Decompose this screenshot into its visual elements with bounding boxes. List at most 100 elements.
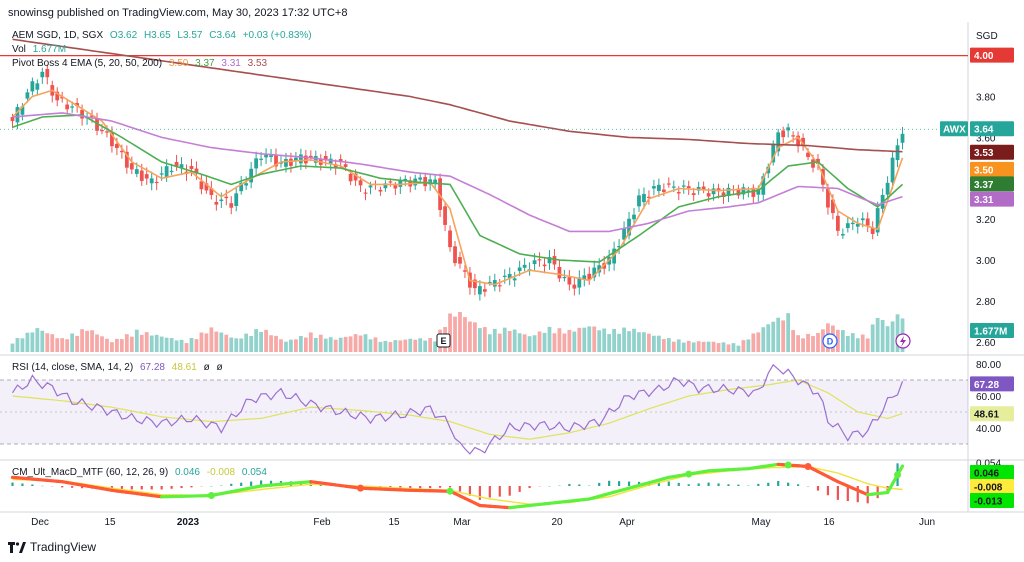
footer-brand[interactable]: TradingView: [8, 540, 96, 554]
volume-bar: [647, 333, 651, 352]
macd-signal-tag-label: -0.008: [974, 483, 1003, 494]
macd-cross-dot: [357, 484, 365, 492]
macd-hist-bar: [409, 486, 412, 489]
candle-body: [845, 223, 850, 229]
ema5-line: [11, 89, 904, 286]
candle-body: [105, 131, 109, 133]
candle-body: [771, 143, 776, 163]
candle-body: [343, 164, 348, 167]
price-tag-label: 3.64: [974, 125, 994, 136]
candle-body: [870, 227, 875, 234]
macd-hist-bar: [757, 483, 760, 486]
candle-body: [333, 164, 338, 168]
macd-hist-bar: [528, 486, 531, 489]
candle-body: [637, 195, 641, 207]
volume-bar: [358, 335, 363, 352]
candle-body: [398, 180, 403, 187]
candle-body: [289, 158, 293, 166]
macd-hist-bar: [608, 480, 611, 486]
time-tick-label: Dec: [31, 517, 49, 528]
volume-bar: [671, 341, 676, 352]
resistance-tag-label: 4.00: [974, 51, 994, 62]
volume-bar: [686, 340, 691, 352]
volume-bar: [110, 342, 114, 352]
volume-bar: [492, 328, 497, 352]
volume-bar: [219, 332, 224, 352]
candle-body: [791, 135, 796, 137]
macd-hist-bar: [518, 486, 521, 492]
candle-body: [40, 71, 45, 78]
volume-bar: [194, 339, 199, 352]
macd-legend: CM_Ult_MacD_MTF (60, 12, 26, 9) 0.046 -0…: [12, 467, 271, 478]
ema200-line: [12, 38, 903, 153]
volume-bar: [348, 336, 353, 352]
candle-body: [393, 185, 398, 189]
time-tick-label: Feb: [313, 517, 331, 528]
candle-body: [264, 154, 268, 158]
candle-body: [383, 183, 388, 189]
flash-glyph: [900, 336, 906, 347]
earnings-marker: [436, 333, 451, 348]
volume-bar: [716, 343, 721, 352]
volume-bar: [20, 338, 25, 352]
footer-brand-text: TradingView: [30, 540, 97, 554]
volume-bar: [860, 334, 865, 352]
volume-bar: [761, 327, 766, 352]
volume-bar: [885, 326, 890, 352]
macd-hist-bar: [707, 482, 710, 486]
macd-hist-bar: [568, 483, 571, 486]
volume-bar: [880, 319, 885, 352]
macd-hist-bar: [538, 486, 541, 488]
candle-body: [622, 228, 626, 240]
legend-symbol: AEM SGD, 1D, SGX: [12, 30, 104, 41]
volume-bar: [35, 328, 40, 352]
volume-bar: [468, 321, 472, 352]
candle-body: [20, 106, 25, 115]
volume-tag-label: 1.677M: [974, 327, 1007, 338]
macd-hist-bar: [160, 486, 163, 490]
candle-body: [124, 151, 129, 168]
macd-hist-bar: [747, 484, 750, 486]
volume-bar: [154, 334, 159, 352]
candle-body: [766, 166, 771, 174]
ema-label: Pivot Boss 4 EMA (5, 20, 50, 200): [12, 58, 163, 69]
candle-body: [95, 118, 99, 131]
volume-bar: [592, 326, 597, 352]
volume-bar: [115, 338, 119, 352]
candle-body: [249, 168, 254, 183]
rsi-extra-1: ø: [203, 362, 210, 373]
volume-bar: [318, 334, 323, 352]
volume-bar: [696, 341, 701, 352]
candle-body: [473, 279, 477, 289]
macd-hist-bar: [71, 486, 74, 488]
candle-body: [652, 186, 656, 189]
candle-body: [453, 246, 457, 264]
volume-bar: [751, 333, 756, 352]
volume-bar: [622, 327, 626, 352]
volume-bar: [661, 339, 666, 352]
macd-hist-bar: [796, 484, 800, 486]
volume-bar: [746, 339, 751, 352]
ema5-tag-label: 3.50: [974, 165, 994, 176]
candle-body: [801, 137, 805, 146]
candle-body: [811, 159, 815, 168]
candle-body: [189, 165, 194, 170]
candle-body: [547, 257, 552, 264]
candle-body: [865, 218, 870, 226]
volume-bar: [184, 343, 189, 352]
candle-body: [482, 289, 487, 292]
candle-body: [632, 214, 636, 220]
volume-bar: [264, 329, 268, 352]
candle-body: [552, 256, 557, 265]
volume-bar: [781, 320, 786, 352]
volume-bar: [294, 339, 298, 352]
candle-body: [110, 132, 114, 147]
volume-bar: [482, 327, 487, 352]
rsi-tick-label: 60.00: [976, 392, 1001, 403]
macd-hist-bar: [548, 486, 551, 487]
volume-bar: [562, 333, 567, 352]
candle-body: [214, 201, 219, 205]
volume-bar: [587, 326, 592, 352]
volume-bar: [701, 341, 706, 352]
